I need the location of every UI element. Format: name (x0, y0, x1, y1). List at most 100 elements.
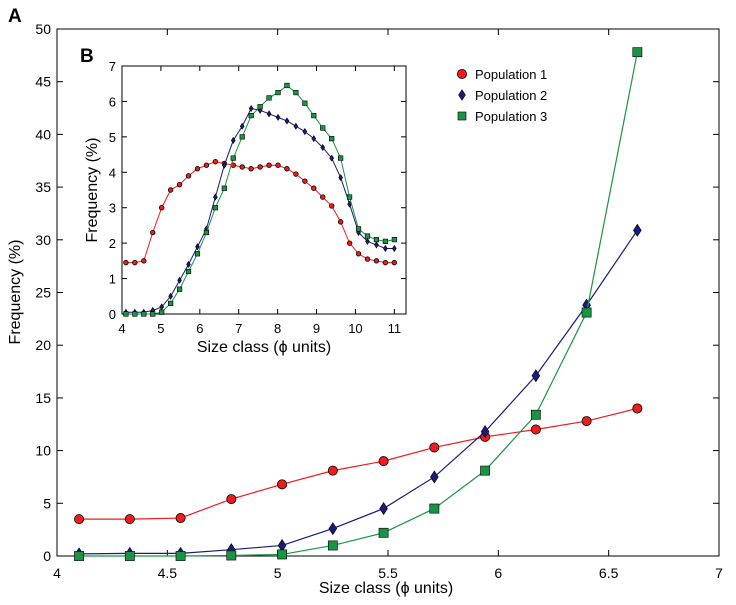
inset-point-3 (150, 311, 156, 317)
inset-x-tick-label: 10 (348, 321, 362, 336)
inset-point-3 (338, 155, 344, 161)
inset-point-3 (355, 226, 362, 232)
main-point-3 (581, 307, 592, 318)
inset-point-1 (257, 164, 263, 170)
main-series-line-1 (79, 407, 638, 520)
main-point-2 (328, 522, 338, 536)
inset-point-2 (311, 135, 317, 143)
inset-point-3 (266, 95, 272, 101)
inset-point-3 (123, 311, 129, 317)
main-y-tick-label: 45 (35, 74, 51, 90)
inset-point-1 (346, 240, 353, 246)
main-y-tick-label: 15 (35, 390, 51, 406)
main-y-tick-label: 30 (35, 232, 51, 248)
inset-x-tick-label: 8 (274, 321, 281, 336)
main-y-tick-label: 20 (35, 337, 51, 353)
inset-point-1 (194, 166, 201, 172)
main-x-axis-label: Size class (ϕ units) (319, 580, 453, 597)
inset-point-2 (302, 128, 308, 136)
main-point-2 (633, 223, 642, 237)
inset-point-3 (284, 82, 290, 89)
inset-point-3 (311, 113, 317, 119)
inset-point-1 (132, 259, 138, 266)
inset-point-3 (159, 309, 165, 315)
inset-series-group (123, 82, 398, 317)
inset-axis-ticks: 4 5 6 7 8 9 10 11 0 1 2 3 4 5 6 7 (109, 59, 406, 336)
main-point-3 (429, 503, 440, 514)
legend-marker-2 (458, 89, 466, 101)
inset-point-1 (176, 181, 183, 188)
inset-point-2 (177, 276, 182, 284)
inset-point-3 (257, 104, 263, 110)
inset-background (118, 63, 408, 313)
main-point-1 (175, 513, 186, 524)
inset-point-3 (373, 237, 380, 243)
inset-point-2 (186, 260, 191, 268)
main-point-3 (226, 550, 237, 561)
inset-point-2 (293, 122, 299, 130)
main-x-tick-label: 4 (53, 565, 61, 581)
inset-point-1 (355, 251, 362, 257)
main-y-tick-label: 40 (35, 126, 51, 142)
inset-point-3 (364, 233, 371, 239)
inset-point-3 (230, 155, 236, 161)
main-point-1 (277, 479, 288, 490)
main-point-1 (74, 514, 85, 525)
inset-point-1 (248, 166, 254, 172)
inset-y-tick-label: 5 (109, 130, 116, 145)
inset-point-1 (364, 256, 371, 262)
main-point-2 (379, 502, 388, 516)
inset-point-3 (221, 185, 227, 191)
panel-a-letter: A (8, 6, 22, 27)
main-y-tick-label: 25 (35, 285, 51, 301)
inset-y-tick-label: 2 (109, 236, 116, 251)
main-series-line-2 (79, 229, 638, 555)
inset-point-1 (123, 259, 129, 266)
inset-x-tick-label: 5 (157, 321, 164, 336)
inset-point-3 (212, 205, 218, 211)
main-point-3 (378, 527, 389, 538)
main-series-line-3 (79, 52, 638, 557)
inset-x-tick-label: 9 (313, 321, 320, 336)
inset-point-3 (248, 113, 254, 119)
inset-point-1 (212, 158, 219, 165)
main-point-1 (632, 403, 643, 414)
inset-point-2 (320, 143, 326, 152)
inset-point-2 (239, 122, 245, 130)
inset-point-1 (239, 164, 245, 170)
main-point-1 (530, 424, 541, 435)
inset-point-2 (248, 104, 254, 113)
inset-point-3 (194, 251, 201, 257)
inset-x-tick-label: 7 (235, 321, 242, 336)
inset-point-2 (195, 243, 200, 251)
inset-x-tick-label: 11 (388, 321, 402, 336)
inset-point-1 (284, 166, 290, 172)
inset-plot-frame (121, 65, 407, 315)
inset-point-2 (266, 110, 272, 118)
inset-y-tick-label: 4 (109, 165, 116, 180)
inset-point-3 (293, 89, 299, 96)
main-x-tick-label: 4.5 (158, 565, 178, 581)
inset-y-tick-label: 7 (109, 59, 116, 74)
inset-point-2 (284, 117, 290, 125)
inset-point-1 (203, 162, 210, 168)
inset-y-tick-label: 1 (109, 272, 116, 287)
inset-point-3 (132, 311, 138, 317)
inset-point-1 (373, 258, 380, 264)
inset-point-1 (293, 171, 299, 177)
inset-point-2 (392, 244, 397, 252)
inset-point-1 (382, 259, 389, 266)
inset-point-1 (302, 178, 308, 184)
inset-point-1 (320, 194, 326, 200)
inset-point-2 (230, 136, 236, 144)
legend-marker-1 (456, 69, 467, 80)
main-point-1 (429, 442, 440, 453)
inset-point-1 (141, 258, 147, 264)
panel-b-letter: B (80, 46, 94, 67)
inset-point-1 (391, 259, 398, 266)
main-y-tick-label: 5 (43, 495, 51, 511)
inset-point-3 (320, 125, 326, 131)
main-point-1 (226, 494, 237, 505)
inset-point-3 (185, 268, 192, 275)
